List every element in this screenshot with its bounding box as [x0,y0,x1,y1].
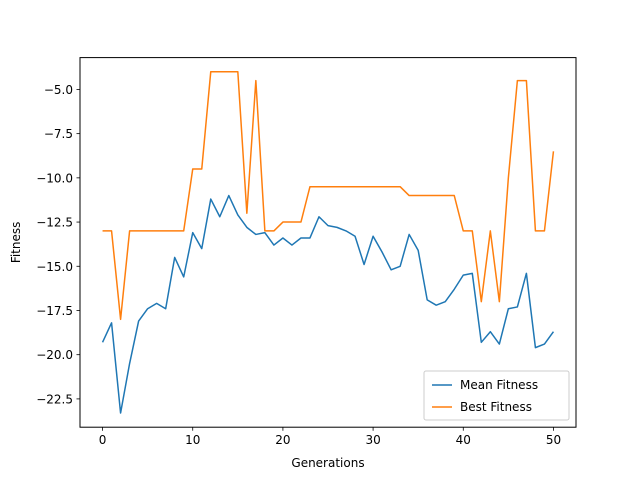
x-tick-label: 30 [365,433,380,447]
y-tick-label: −5.0 [44,83,73,97]
x-axis-label: Generations [291,456,364,470]
x-tick-label: 20 [275,433,290,447]
y-tick-label: −7.5 [44,127,73,141]
x-axis: 0 10 20 30 40 50 [99,427,561,447]
series-line-best-fitness [102,71,555,321]
y-axis-label: Fitness [9,222,23,264]
legend-label-best-fitness: Best Fitness [460,400,532,414]
x-tick-label: 10 [185,433,200,447]
y-tick-label: −17.5 [36,304,73,318]
y-axis: −22.5 −20.0 −17.5 −15.0 −12.5 −10.0 −7.5 −5.0 [36,83,80,406]
x-tick-label: 50 [546,433,561,447]
x-tick-label: 40 [456,433,471,447]
y-tick-label: −12.5 [36,216,73,230]
y-tick-label: −15.0 [36,260,73,274]
plot-frame [79,57,577,428]
series-line-mean-fitness [101,194,555,414]
y-tick-label: −22.5 [36,392,73,406]
y-tick-label: −10.0 [36,171,73,185]
series-layer [101,71,555,414]
legend-label-mean-fitness: Mean Fitness [460,378,538,392]
y-tick-label: −20.0 [36,348,73,362]
legend: Mean Fitness Best Fitness [423,370,570,421]
legend-box [423,370,570,421]
x-tick-label: 0 [99,433,107,447]
